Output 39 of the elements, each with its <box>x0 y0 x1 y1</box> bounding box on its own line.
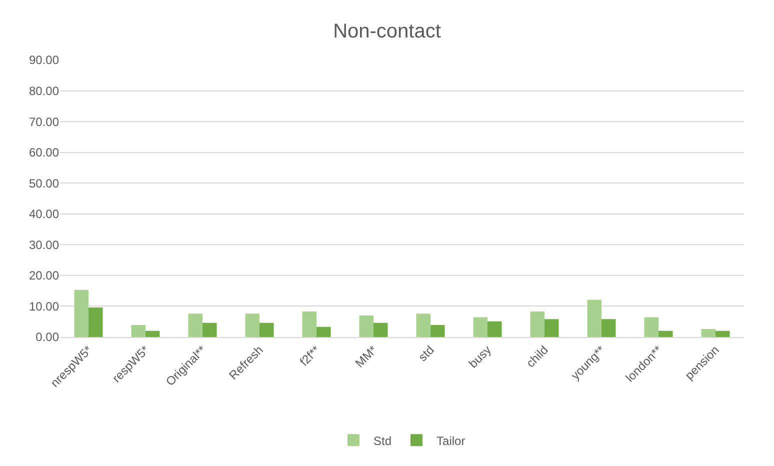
bar <box>260 322 274 337</box>
y-tick-label: 80.00 <box>28 84 60 98</box>
bar <box>374 322 388 337</box>
chart-title: Non-contact <box>333 20 442 42</box>
y-tick-label: 50.00 <box>28 176 60 190</box>
y-tick-label: 20.00 <box>28 268 60 283</box>
bar <box>74 290 88 337</box>
y-tick-label: 10.00 <box>28 299 60 314</box>
bar <box>644 317 658 337</box>
bar <box>245 314 260 337</box>
y-tick-label: 30.00 <box>28 238 60 252</box>
bar <box>131 325 146 337</box>
bar <box>473 317 488 337</box>
bar <box>88 307 103 337</box>
bar <box>430 325 445 337</box>
x-tick-label: f2f** <box>296 342 324 369</box>
bar <box>716 330 730 337</box>
y-tick-label: 40.00 <box>28 207 60 222</box>
bar <box>602 319 616 337</box>
bar <box>488 321 502 337</box>
bar <box>658 330 673 337</box>
y-tick-label: 60.00 <box>28 146 60 160</box>
y-tick-label: 70.00 <box>28 114 60 129</box>
bar <box>146 330 160 337</box>
legend-label: Tailor <box>436 434 466 448</box>
bar <box>302 311 316 337</box>
legend-label: Std <box>374 434 392 448</box>
bar <box>701 329 716 337</box>
y-tick-label: 0.00 <box>36 330 60 344</box>
x-tick-label: std <box>416 342 437 364</box>
bar <box>530 311 544 337</box>
bar <box>188 314 202 337</box>
bar <box>544 319 559 337</box>
bar <box>587 300 602 337</box>
y-tick-label: 90.00 <box>28 53 60 68</box>
bar <box>416 314 430 337</box>
bar <box>316 326 331 337</box>
bar <box>359 315 374 337</box>
bar <box>202 322 217 337</box>
